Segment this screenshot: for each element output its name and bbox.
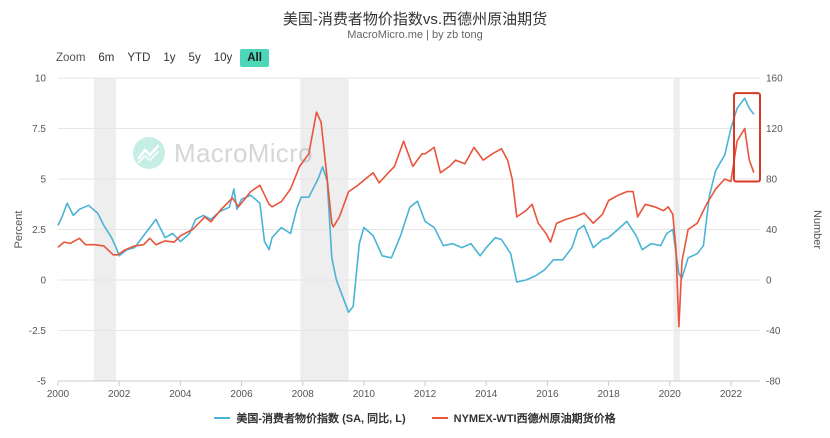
x-tick-label: 2014 (475, 389, 498, 400)
zoom-1y-button[interactable]: 1y (163, 52, 176, 64)
left-tick-label: -2.5 (29, 326, 47, 337)
legend-item-wti[interactable]: NYMEX-WTI西德州原油期货价格 (431, 410, 616, 426)
watermark: MacroMicro (132, 136, 313, 170)
right-tick-label: 120 (766, 124, 783, 135)
wti-series-line (57, 111, 755, 328)
x-tick-label: 2008 (292, 389, 315, 400)
zoom-all-button[interactable]: All (240, 49, 269, 67)
right-tick-label: 160 (766, 74, 783, 85)
zoom-10y-button[interactable]: 10y (213, 52, 233, 64)
zoom-5y-button[interactable]: 5y (188, 52, 201, 64)
x-tick-label: 2004 (169, 389, 192, 400)
right-tick-label: 40 (766, 225, 778, 236)
right-tick-label: -40 (766, 326, 781, 337)
legend-label-cpi: 美国-消费者物价指数 (SA, 同比, L) (236, 413, 406, 425)
legend-swatch-cpi (214, 417, 231, 419)
series-lines (57, 97, 755, 328)
x-tick-label: 2012 (414, 389, 437, 400)
macromicro-logo-icon (133, 137, 165, 169)
legend-swatch-wti (431, 417, 448, 419)
legend-item-cpi[interactable]: 美国-消费者物价指数 (SA, 同比, L) (214, 410, 406, 426)
left-tick-label: 0 (40, 276, 46, 287)
x-tick-label: 2020 (659, 389, 682, 400)
x-tick-label: 2002 (108, 389, 131, 400)
legend: 美国-消费者物价指数 (SA, 同比, L) NYMEX-WTI西德州原油期货价… (0, 410, 830, 426)
left-tick-label: 7.5 (32, 124, 46, 135)
right-axis-title: Number (811, 210, 823, 249)
right-tick-label: 0 (766, 276, 772, 287)
zoom-toolbar: Zoom 6m YTD 1y 5y 10y All (56, 49, 272, 67)
x-tick-label: 2000 (47, 389, 70, 400)
gridlines (58, 77, 760, 382)
x-tick-label: 2016 (536, 389, 559, 400)
chart-title: 美国-消费者物价指数vs.西德州原油期货 (282, 11, 548, 28)
right-y-axis: 160 120 80 40 0 -40 -80 (766, 74, 783, 388)
left-tick-label: 5 (40, 175, 46, 186)
x-tick-label: 2006 (230, 389, 253, 400)
right-tick-label: 80 (766, 175, 778, 186)
zoom-6m-button[interactable]: 6m (98, 52, 115, 64)
left-tick-label: 10 (35, 74, 47, 85)
watermark-text: MacroMicro (174, 137, 313, 168)
legend-label-wti: NYMEX-WTI西德州原油期货价格 (453, 413, 616, 425)
right-tick-label: -80 (766, 377, 781, 388)
zoom-ytd-button[interactable]: YTD (127, 52, 151, 64)
cpi-series-line (57, 97, 755, 314)
x-tick-label: 2018 (597, 389, 620, 400)
highlight-box (733, 92, 761, 183)
left-tick-label: 2.5 (32, 225, 46, 236)
zoom-label: Zoom (56, 52, 86, 64)
x-axis: 2000 2002 2004 2006 2008 2010 2012 2014 2016 2018… (47, 380, 760, 400)
x-tick-label: 2010 (353, 389, 376, 400)
left-tick-label: -5 (37, 377, 46, 388)
left-axis-title: Percent (13, 211, 25, 249)
x-tick-label: 2022 (720, 389, 743, 400)
left-y-axis: 10 7.5 5 2.5 0 -2.5 -5 (29, 74, 47, 388)
chart-subtitle: MacroMicro.me | by zb tong (347, 29, 483, 41)
